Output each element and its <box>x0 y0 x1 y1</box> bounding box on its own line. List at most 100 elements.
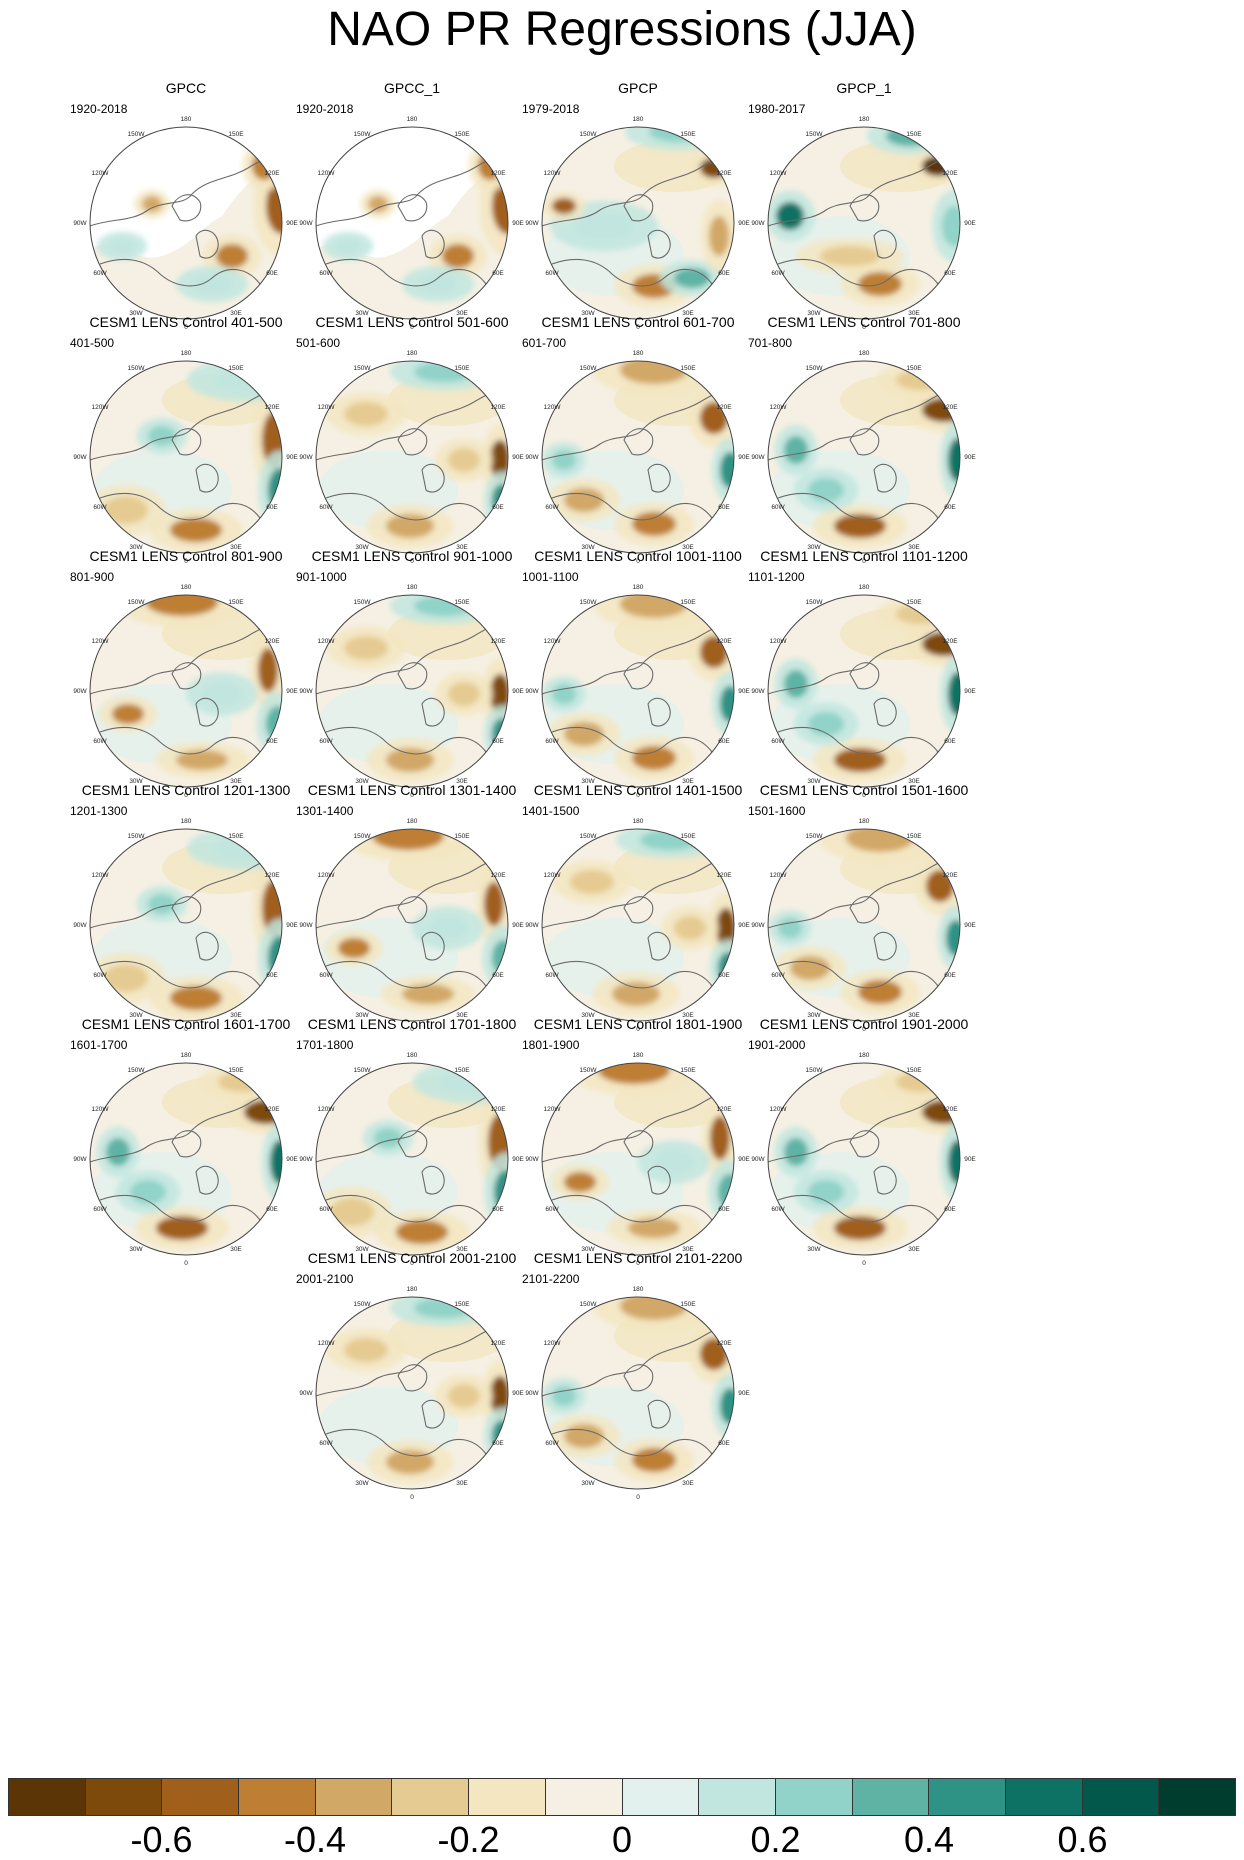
colorbar-swatch <box>928 1778 1005 1816</box>
longitude-label: 120E <box>264 170 280 177</box>
panel-title: CESM1 LENS Control 2101-2200 <box>533 1250 743 1266</box>
longitude-label: 60E <box>944 972 956 979</box>
longitude-label: 120W <box>318 638 336 645</box>
longitude-label: 30E <box>908 544 920 551</box>
panel-title: CESM1 LENS Control 901-1000 <box>311 548 513 564</box>
polar-stereographic-map: 180 150E 120E 90E 60E 30E 0 30W 60W 90W 120W 150W <box>525 584 750 799</box>
panel-title: GPCP_1 <box>836 80 892 96</box>
polar-stereographic-map: 180 150E 120E 90E 60E 30E 0 30W 60W 90W 120W 150W <box>525 1052 750 1267</box>
longitude-label: 60W <box>319 738 333 745</box>
longitude-label: 30W <box>355 1480 369 1487</box>
map-panel-grid: GPCC 1920-2018 180 150E 120E 90E 60E 30E 0 30W 60W… <box>52 80 998 1501</box>
colorbar-swatch <box>851 1778 929 1816</box>
longitude-label: 30W <box>807 544 821 551</box>
longitude-label: 180 <box>633 818 644 825</box>
longitude-label: 30E <box>908 310 920 317</box>
panel-title: CESM1 LENS Control 801-900 <box>89 548 283 564</box>
polar-stereographic-map: 180 150E 120E 90E 60E 30E 0 30W 60W 90W 120W 150W <box>73 1052 298 1267</box>
longitude-label: 180 <box>407 1286 418 1293</box>
panel-title: GPCP <box>618 80 658 96</box>
longitude-label: 150W <box>354 365 372 372</box>
longitude-label: 120E <box>490 638 506 645</box>
longitude-label: 120E <box>264 404 280 411</box>
polar-stereographic-map: 180 150E 120E 90E 60E 30E 0 30W 60W 90W 120W 150W <box>751 350 976 565</box>
longitude-label: 150W <box>580 599 598 606</box>
period-label: 901-1000 <box>296 570 347 584</box>
longitude-label: 150W <box>128 131 146 138</box>
longitude-label: 150E <box>228 599 244 606</box>
longitude-label: 180 <box>633 116 644 123</box>
longitude-label: 30W <box>581 1012 595 1019</box>
longitude-label: 150E <box>680 599 696 606</box>
precip-field <box>768 595 960 787</box>
longitude-label: 150E <box>454 833 470 840</box>
longitude-label: 60W <box>319 972 333 979</box>
polar-stereographic-map: 180 150E 120E 90E 60E 30E 0 30W 60W 90W 120W 150W <box>751 116 976 331</box>
panel-title: CESM1 LENS Control 1901-2000 <box>759 1016 969 1032</box>
longitude-label: 30E <box>230 778 242 785</box>
longitude-label: 30W <box>807 1012 821 1019</box>
longitude-label: 150W <box>580 131 598 138</box>
panel-title: CESM1 LENS Control 1101-1200 <box>760 548 968 564</box>
longitude-label: 150W <box>354 599 372 606</box>
longitude-label: 180 <box>859 1052 870 1059</box>
longitude-label: 30E <box>456 1246 468 1253</box>
longitude-label: 60E <box>266 1206 278 1213</box>
longitude-label: 0 <box>410 558 414 565</box>
longitude-label: 0 <box>410 1260 414 1267</box>
longitude-label: 30E <box>456 310 468 317</box>
panel-title: CESM1 LENS Control 1301-1400 <box>307 782 517 798</box>
colorbar-swatch <box>1081 1778 1159 1816</box>
longitude-label: 90E <box>512 454 524 461</box>
longitude-label: 30E <box>682 310 694 317</box>
period-label: 1920-2018 <box>296 102 354 116</box>
colorbar-tick-label: 0 <box>611 1819 633 1860</box>
longitude-label: 120E <box>716 872 732 879</box>
map-panel: CESM1 LENS Control 1201-1300 1201-1300 180… <box>52 782 320 1052</box>
polar-stereographic-map: 180 150E 120E 90E 60E 30E 0 30W 60W 90W 120W 150W <box>525 818 750 1033</box>
longitude-label: 90W <box>751 454 765 461</box>
longitude-label: 90E <box>738 220 750 227</box>
longitude-label: 60W <box>771 1206 785 1213</box>
longitude-label: 60E <box>944 504 956 511</box>
longitude-label: 90E <box>286 454 298 461</box>
polar-stereographic-map: 180 150E 120E 90E 60E 30E 0 30W 60W 90W 120W 150W <box>299 818 524 1033</box>
longitude-label: 60W <box>545 1440 559 1447</box>
panel-title: GPCC_1 <box>383 80 441 96</box>
longitude-label: 120W <box>92 872 110 879</box>
colorbar-tick-label: 0.2 <box>750 1819 801 1860</box>
map-panel: GPCP_1 1980-2017 180 150E 120E 90E 60E 30E 0 30W 6… <box>730 80 998 350</box>
longitude-label: 90W <box>73 220 87 227</box>
precip-field <box>316 595 508 787</box>
longitude-label: 180 <box>859 350 870 357</box>
longitude-label: 150W <box>580 1067 598 1074</box>
longitude-label: 120E <box>716 1340 732 1347</box>
colorbar-swatch <box>621 1778 699 1816</box>
longitude-label: 60E <box>944 738 956 745</box>
panel-title: CESM1 LENS Control 2001-2100 <box>307 1250 517 1266</box>
panel-title: CESM1 LENS Control 1001-1100 <box>534 548 742 564</box>
polar-stereographic-map: 180 150E 120E 90E 60E 30E 0 30W 60W 90W 120W 150W <box>299 350 524 565</box>
longitude-label: 90W <box>299 220 313 227</box>
polar-stereographic-map: 180 150E 120E 90E 60E 30E 0 30W 60W 90W 120W 150W <box>299 1052 524 1267</box>
colorbar-ticks: -0.6 -0.4 -0.2 0 0.2 0.4 0.6 <box>0 1816 1244 1860</box>
longitude-label: 60W <box>545 504 559 511</box>
map-panel: CESM1 LENS Control 1801-1900 1801-1900 180… <box>504 1016 772 1286</box>
longitude-label: 90E <box>286 1156 298 1163</box>
longitude-label: 0 <box>636 1026 640 1033</box>
longitude-label: 120W <box>92 170 110 177</box>
longitude-label: 60E <box>266 270 278 277</box>
colorbar-tick-label: -0.6 <box>130 1819 193 1860</box>
panel-title: CESM1 LENS Control 1601-1700 <box>81 1016 291 1032</box>
longitude-label: 90W <box>751 220 765 227</box>
map-panel: GPCP 1979-2018 180 150E 120E 90E 60E 30E 0 30W 60W… <box>504 80 772 350</box>
longitude-label: 30W <box>581 544 595 551</box>
period-label: 2001-2100 <box>296 1272 354 1286</box>
longitude-label: 60W <box>545 1206 559 1213</box>
period-label: 1979-2018 <box>522 102 580 116</box>
longitude-label: 90W <box>73 922 87 929</box>
longitude-label: 60E <box>718 504 730 511</box>
longitude-label: 90W <box>525 1156 539 1163</box>
longitude-label: 150W <box>354 1067 372 1074</box>
longitude-label: 30W <box>355 310 369 317</box>
